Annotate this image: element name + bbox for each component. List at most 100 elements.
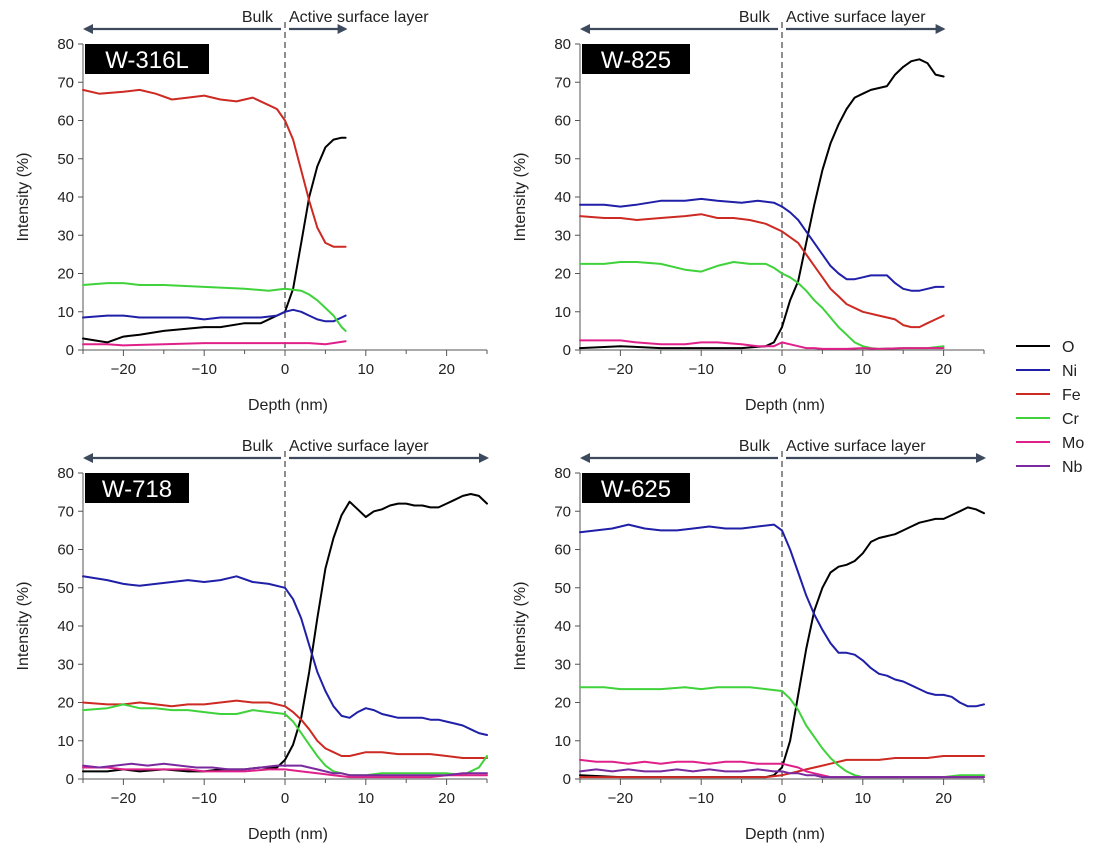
bulk-label: Bulk bbox=[739, 9, 771, 26]
active-surface-label: Active surface layer bbox=[289, 9, 429, 26]
x-tick-label: −20 bbox=[608, 790, 633, 807]
x-axis-label: Depth (nm) bbox=[248, 826, 328, 843]
y-axis-label: Intensity (%) bbox=[512, 153, 529, 242]
active-surface-label: Active surface layer bbox=[786, 9, 926, 26]
y-tick-label: 80 bbox=[554, 36, 571, 53]
y-tick-label: 60 bbox=[57, 542, 74, 559]
y-tick-label: 20 bbox=[554, 266, 571, 283]
y-axis-label: Intensity (%) bbox=[15, 582, 32, 671]
series-line-fe bbox=[82, 699, 488, 759]
y-tick-label: 50 bbox=[57, 151, 74, 168]
panel-title: W-625 bbox=[601, 476, 671, 503]
x-tick-label: 20 bbox=[438, 790, 455, 807]
chart-panel-w-625: 0 10 20 30 40 50 60 70 80 −20 −10 0 10 20 Depth (nm) In… bbox=[512, 438, 986, 843]
x-tick-label: 10 bbox=[854, 790, 871, 807]
y-tick-label: 80 bbox=[57, 465, 74, 482]
y-tick-label: 70 bbox=[57, 74, 74, 91]
panel-title: W-825 bbox=[601, 47, 671, 74]
series-line-fe bbox=[82, 88, 347, 248]
x-tick-label: −10 bbox=[688, 361, 713, 378]
legend: O Ni Fe Cr Mo Nb bbox=[1016, 339, 1084, 476]
y-tick-label: 30 bbox=[57, 227, 74, 244]
bulk-label: Bulk bbox=[242, 9, 274, 26]
panels: 0 10 20 30 40 50 60 70 80 −20 −10 0 10 20 Depth (nm) In… bbox=[15, 9, 986, 843]
x-axis-label: Depth (nm) bbox=[745, 397, 825, 414]
series-line-nb bbox=[82, 762, 488, 777]
panel-title: W-316L bbox=[105, 47, 189, 74]
bulk-label: Bulk bbox=[242, 438, 274, 455]
x-tick-label: −10 bbox=[191, 361, 216, 378]
series-line-ni bbox=[82, 575, 488, 736]
y-tick-label: 40 bbox=[57, 618, 74, 635]
y-tick-label: 30 bbox=[554, 656, 571, 673]
x-axis-label: Depth (nm) bbox=[248, 397, 328, 414]
x-axis-label: Depth (nm) bbox=[745, 826, 825, 843]
bulk-label: Bulk bbox=[739, 438, 771, 455]
panel-title-box bbox=[85, 473, 189, 503]
y-tick-label: 0 bbox=[66, 771, 74, 788]
y-tick-label: 70 bbox=[57, 503, 74, 520]
y-tick-label: 70 bbox=[554, 503, 571, 520]
y-tick-label: 10 bbox=[57, 304, 74, 321]
series-line-cr bbox=[82, 282, 347, 332]
x-tick-label: 20 bbox=[935, 361, 952, 378]
y-tick-label: 30 bbox=[57, 656, 74, 673]
x-tick-label: −20 bbox=[608, 361, 633, 378]
y-tick-label: 50 bbox=[554, 151, 571, 168]
y-tick-label: 20 bbox=[554, 695, 571, 712]
x-tick-label: −10 bbox=[191, 790, 216, 807]
x-tick-label: 0 bbox=[281, 790, 289, 807]
series-line-mo bbox=[82, 766, 488, 779]
chart-panel-w-718: 0 10 20 30 40 50 60 70 80 −20 −10 0 10 20 Depth (nm) In… bbox=[15, 438, 489, 843]
y-tick-label: 0 bbox=[66, 342, 74, 359]
series-line-mo bbox=[579, 339, 945, 350]
y-tick-label: 80 bbox=[554, 465, 571, 482]
y-tick-label: 0 bbox=[563, 342, 571, 359]
series-line-mo bbox=[82, 340, 347, 347]
y-tick-label: 10 bbox=[57, 733, 74, 750]
y-tick-label: 60 bbox=[57, 113, 74, 130]
x-tick-label: 0 bbox=[281, 361, 289, 378]
y-tick-label: 10 bbox=[554, 304, 571, 321]
legend-label-cr: Cr bbox=[1062, 411, 1080, 428]
legend-label-ni: Ni bbox=[1062, 363, 1077, 380]
series-line-fe bbox=[579, 755, 985, 779]
y-tick-label: 70 bbox=[554, 74, 571, 91]
y-axis-label: Intensity (%) bbox=[15, 153, 32, 242]
series-line-fe bbox=[579, 213, 945, 329]
active-surface-label: Active surface layer bbox=[786, 438, 926, 455]
panel-title-box bbox=[582, 473, 690, 503]
x-tick-label: −20 bbox=[111, 790, 136, 807]
y-tick-label: 40 bbox=[554, 618, 571, 635]
x-tick-label: 0 bbox=[778, 790, 786, 807]
x-tick-label: 20 bbox=[935, 790, 952, 807]
series-line-ni bbox=[579, 197, 945, 292]
x-tick-label: 10 bbox=[854, 361, 871, 378]
y-tick-label: 40 bbox=[554, 189, 571, 206]
x-tick-label: −10 bbox=[688, 790, 713, 807]
active-surface-label: Active surface layer bbox=[289, 438, 429, 455]
series-line-ni bbox=[579, 523, 985, 708]
y-tick-label: 40 bbox=[57, 189, 74, 206]
series-line-cr bbox=[82, 703, 488, 777]
series-line-o bbox=[579, 58, 945, 350]
series-line-cr bbox=[579, 261, 945, 350]
x-tick-label: 20 bbox=[438, 361, 455, 378]
legend-label-fe: Fe bbox=[1062, 387, 1081, 404]
series-line-o bbox=[82, 136, 347, 344]
y-tick-label: 50 bbox=[57, 580, 74, 597]
chart-panel-w-316l: 0 10 20 30 40 50 60 70 80 −20 −10 0 10 20 Depth (nm) In… bbox=[15, 9, 488, 414]
series-line-nb bbox=[579, 768, 985, 779]
y-axis-label: Intensity (%) bbox=[512, 582, 529, 671]
legend-label-nb: Nb bbox=[1062, 459, 1083, 476]
chart-panel-w-825: 0 10 20 30 40 50 60 70 80 −20 −10 0 10 20 Depth (nm) In… bbox=[512, 9, 985, 414]
y-tick-label: 20 bbox=[57, 695, 74, 712]
y-tick-label: 10 bbox=[554, 733, 571, 750]
y-tick-label: 60 bbox=[554, 113, 571, 130]
panel-title: W-718 bbox=[102, 476, 172, 503]
y-tick-label: 30 bbox=[554, 227, 571, 244]
x-tick-label: 10 bbox=[357, 790, 374, 807]
legend-label-o: O bbox=[1062, 339, 1074, 356]
y-tick-label: 0 bbox=[563, 771, 571, 788]
